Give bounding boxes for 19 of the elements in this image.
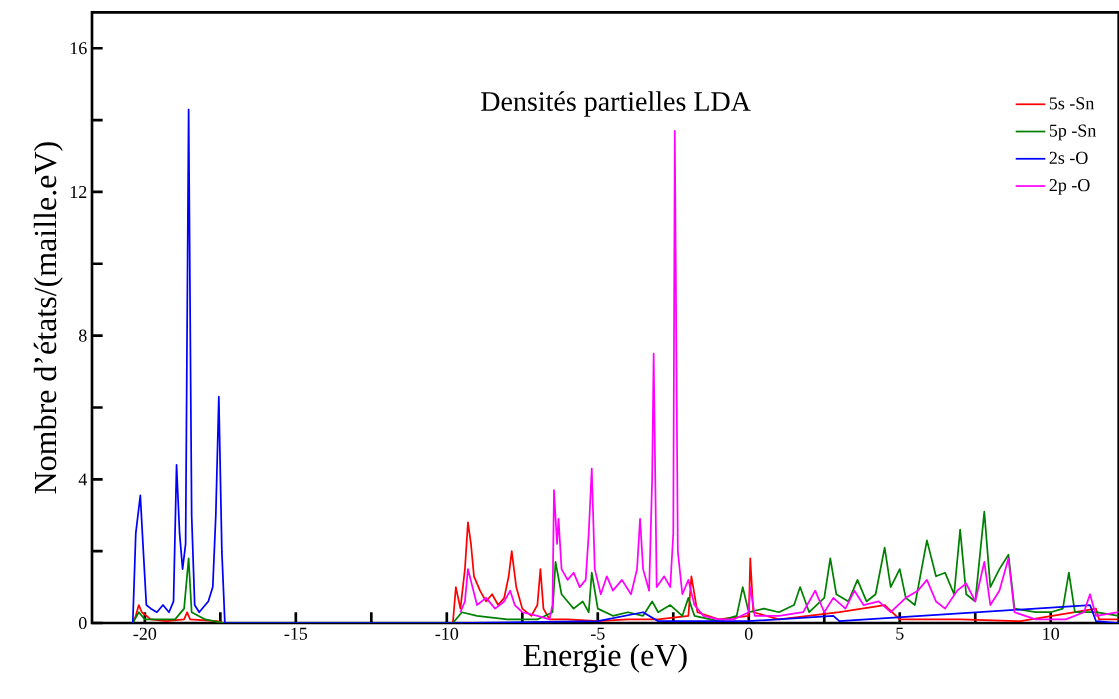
- y-tick-label: 0: [78, 616, 87, 630]
- y-tick-label: 8: [78, 329, 87, 342]
- y-axis-title: Nombre d’états/(maille.eV): [33, 142, 63, 494]
- legend-label: 2p -O: [1049, 179, 1090, 195]
- legend-label: 2s -O: [1049, 151, 1088, 164]
- x-tick-label: 0: [744, 627, 753, 640]
- x-tick-label: -5: [590, 627, 605, 640]
- x-tick-label: -10: [435, 627, 459, 640]
- legend-label: 5p -Sn: [1049, 124, 1097, 141]
- x-tick-label: -15: [284, 627, 308, 640]
- text: Densités partielles LDA: [481, 91, 751, 117]
- x-tick-label: 5: [896, 627, 904, 640]
- y-tick-label: 4: [78, 473, 88, 486]
- y-tick-label: 12: [70, 185, 87, 198]
- x-axis-title: Energie (eV): [523, 643, 687, 673]
- legend-label: 5s -Sn: [1049, 97, 1095, 110]
- x-tick-label: -20: [133, 627, 157, 640]
- x-tick-label: 10: [1043, 627, 1060, 640]
- y-tick-label: 16: [70, 42, 87, 55]
